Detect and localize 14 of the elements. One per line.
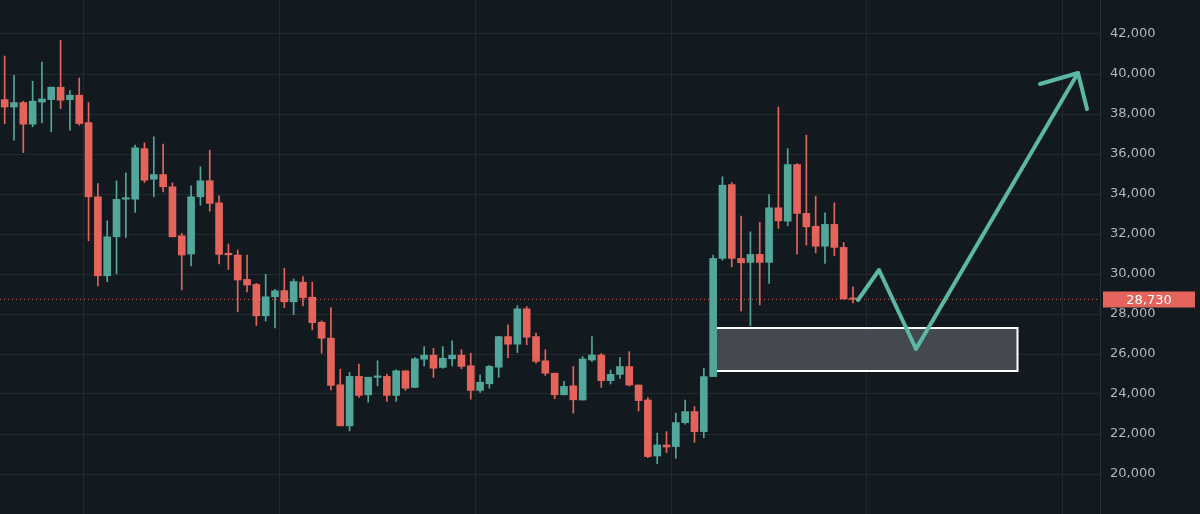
y-tick-label: 38,000 [1110, 105, 1156, 121]
y-tick-label: 34,000 [1110, 185, 1156, 201]
y-tick-label: 30,000 [1110, 265, 1156, 281]
y-tick-label: 42,000 [1110, 25, 1156, 41]
ref-line-label: 28,730 [1126, 291, 1172, 307]
y-tick-label: 40,000 [1110, 65, 1156, 81]
y-tick-label: 28,000 [1110, 305, 1156, 321]
candlestick [149, 136, 158, 198]
y-tick-label: 24,000 [1110, 385, 1156, 401]
y-tick-label: 20,000 [1110, 465, 1156, 481]
y-tick-label: 26,000 [1110, 345, 1156, 361]
y-tick-label: 36,000 [1110, 145, 1156, 161]
y-tick-label: 22,000 [1110, 425, 1156, 441]
y-tick-label: 32,000 [1110, 225, 1156, 241]
